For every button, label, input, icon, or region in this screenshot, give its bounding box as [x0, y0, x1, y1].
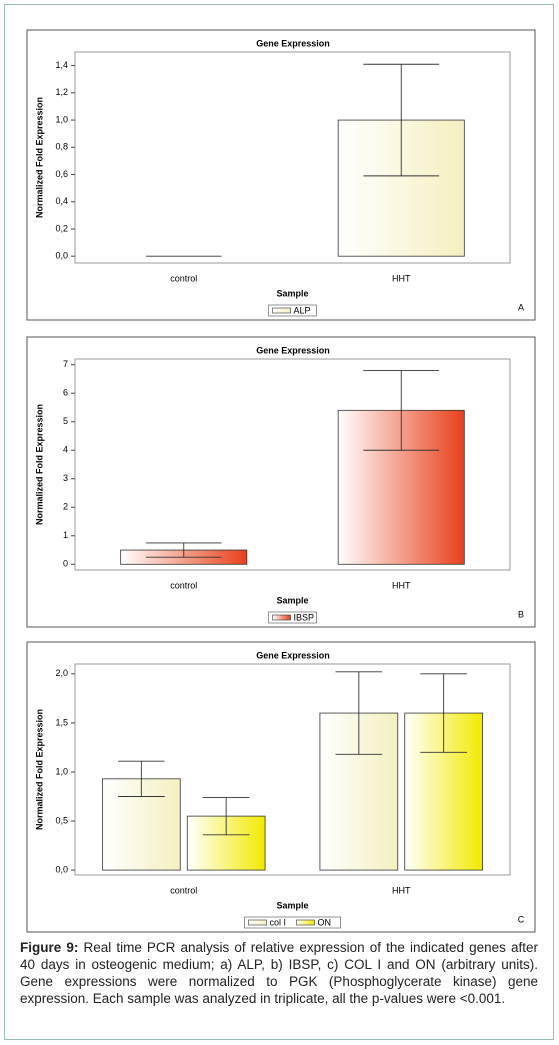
x-tick-label: control [170, 273, 197, 283]
legend-swatch [248, 919, 267, 926]
legend-label: ALP [294, 305, 311, 315]
chart-title: Gene Expression [256, 650, 330, 660]
legend-swatch [272, 307, 291, 314]
error-bar [420, 673, 468, 753]
y-tick-label: 0,0 [55, 251, 68, 261]
legend-label: IBSP [294, 612, 315, 622]
x-tick-label: control [170, 580, 197, 590]
x-tick-label: HHT [392, 273, 411, 283]
y-tick-label: 2,0 [55, 668, 68, 678]
legend-label: ON [318, 917, 332, 927]
chart-title: Gene Expression [256, 38, 330, 48]
y-tick-label: 2 [63, 502, 68, 512]
x-tick-label: HHT [392, 885, 411, 895]
y-tick-label: 0,6 [55, 169, 68, 179]
y-tick-label: 1,0 [55, 766, 68, 776]
y-tick-label: 4 [63, 445, 68, 455]
chart-panel: Gene Expression Normalized Fold Expressio… [26, 641, 536, 933]
chart-title: Gene Expression [256, 345, 330, 355]
panel-label: B [518, 609, 524, 619]
caption-label: Figure 9: [20, 940, 79, 955]
y-tick-label: 1,5 [55, 717, 68, 727]
error-bar [363, 63, 440, 177]
y-tick-label: 0,2 [55, 223, 68, 233]
y-tick-label: 0,0 [55, 864, 68, 874]
error-bar [363, 369, 440, 451]
x-axis-label: Sample [276, 900, 308, 910]
error-bar [145, 542, 222, 558]
panel-label: A [518, 302, 524, 312]
y-axis-label: Normalized Fold Expression [34, 404, 44, 525]
x-axis-label: Sample [276, 288, 308, 298]
figure: Gene Expression Normalized Fold Expressio… [26, 29, 536, 933]
error-bar [202, 797, 250, 836]
chart-panel: Gene Expression Normalized Fold Expressio… [26, 29, 536, 321]
y-axis-label: Normalized Fold Expression [34, 97, 44, 218]
x-axis-label: Sample [276, 595, 308, 605]
figure-frame [4, 4, 554, 1040]
legend-swatch [272, 614, 291, 621]
caption-text: Real time PCR analysis of relative expre… [20, 940, 538, 1006]
error-bar [335, 671, 383, 755]
y-tick-label: 0 [63, 559, 68, 569]
chart-panel: Gene Expression Normalized Fold Expressio… [26, 336, 536, 628]
legend-label: col I [270, 917, 287, 927]
y-tick-label: 1,2 [55, 87, 68, 97]
y-tick-label: 0,8 [55, 142, 68, 152]
y-tick-label: 1 [63, 530, 68, 540]
legend-box [244, 916, 341, 929]
y-tick-label: 3 [63, 473, 68, 483]
y-tick-label: 5 [63, 416, 68, 426]
y-tick-label: 0,4 [55, 196, 68, 206]
x-tick-label: control [170, 885, 197, 895]
legend-box [268, 611, 317, 624]
error-bar [117, 760, 165, 797]
legend-box [268, 304, 317, 317]
legend-swatch [296, 919, 315, 926]
caption: Figure 9: Real time PCR analysis of rela… [20, 939, 538, 1007]
panel-label: C [518, 914, 525, 924]
y-tick-label: 1,0 [55, 114, 68, 124]
y-tick-label: 7 [63, 359, 68, 369]
y-tick-label: 1,4 [55, 60, 68, 70]
x-tick-label: HHT [392, 580, 411, 590]
y-tick-label: 0,5 [55, 815, 68, 825]
y-tick-label: 6 [63, 388, 68, 398]
y-axis-label: Normalized Fold Expression [34, 709, 44, 830]
